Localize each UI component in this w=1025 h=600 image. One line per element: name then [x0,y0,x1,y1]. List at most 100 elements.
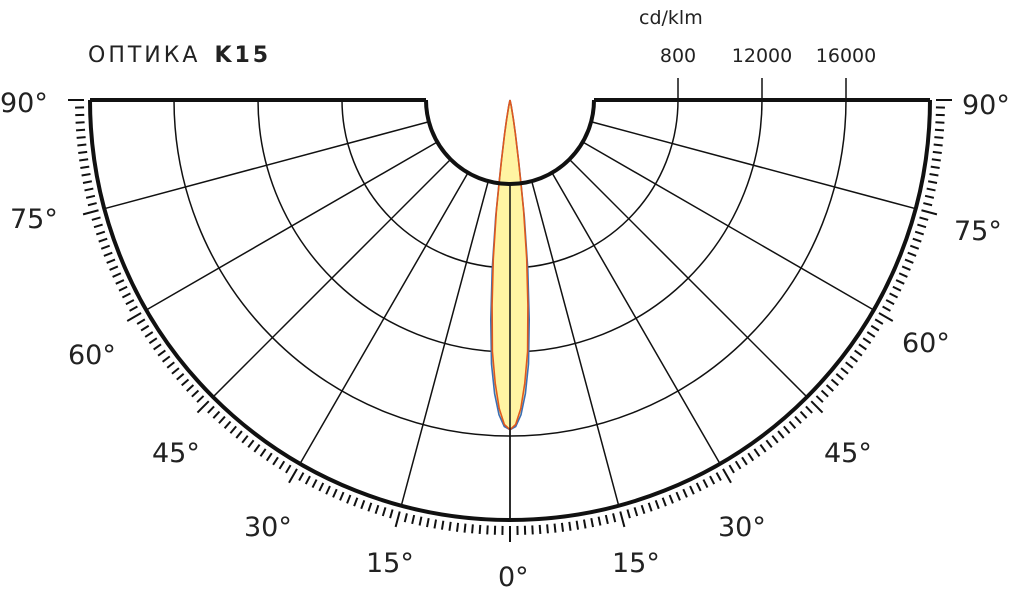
scale-tick [849,355,859,363]
scale-tick [87,202,97,207]
grid-spoke [568,158,808,398]
scale-tick [79,158,89,162]
scale-tick [675,491,681,501]
scale-tick [695,482,702,492]
scale-tick [448,521,452,531]
scale-tick [381,507,387,517]
scale-tick [394,511,401,528]
scale-tick [161,355,171,363]
scale-tick [389,509,394,519]
angle-label: 90° [0,88,48,119]
scale-tick [885,299,895,306]
scale-tick [930,165,940,170]
scale-tick [553,523,557,533]
scale-tick [304,475,311,485]
scale-tick [734,460,742,470]
scale-tick [85,194,96,199]
scale-tick [919,216,929,221]
grid-spoke [590,121,916,210]
scale-tick [191,389,200,398]
scale-tick [235,430,243,439]
grid-spoke [551,172,721,465]
scale-tick [95,230,106,236]
scale-tick [820,389,829,398]
radial-tick-label: 800 [660,45,696,67]
scale-tick [288,468,298,484]
scale-tick [153,343,162,351]
angle-label: 75° [10,204,58,235]
scale-tick [93,223,103,229]
scale-tick [929,172,939,177]
scale-tick [478,524,482,535]
scale-tick [568,521,572,531]
scale-tick [98,237,108,243]
scale-tick [889,292,899,299]
scale-tick [81,172,91,177]
angle-label: 60° [902,328,950,359]
scale-tick [682,488,688,498]
scale-tick [689,485,695,495]
angle-labels: 90° 75° 60° 45° 30° 15° 15° 30° 45° 60° 75° 90° 0° [0,88,1010,593]
scale-tick [339,491,345,501]
scale-tick [196,395,205,403]
scale-tick [278,460,286,470]
scale-tick [604,514,609,525]
scale-tick [933,143,943,147]
scale-tick [771,435,779,444]
scale-tick [830,378,839,387]
scale-tick [825,384,834,392]
scale-tick [118,285,128,292]
scale-tick [546,524,549,534]
scale-tick [186,384,195,392]
scale-tick [346,494,352,504]
scale-tick [647,502,653,512]
scale-tick [932,150,942,155]
scale-tick [171,367,180,375]
scale-tick [115,279,125,285]
grid-spoke [145,141,438,311]
scale-tick [84,187,94,192]
scale-tick [927,180,938,184]
title-text: ОПТИКА [88,43,200,68]
scale-tick [272,456,279,466]
scale-tick [440,520,445,530]
polar-frame [68,98,952,542]
scale-tick [433,519,438,529]
scale-tick [759,444,767,453]
scale-tick [854,349,863,357]
scale-tick [75,128,86,132]
scale-tick [777,430,785,439]
angle-label: 15° [366,548,414,579]
scale-tick [783,425,791,434]
scale-tick [914,230,925,236]
scale-tick [931,158,941,162]
scale-tick [794,415,802,424]
scale-tick [463,523,467,533]
scale-tick [455,522,460,532]
grid-spoke [212,158,452,398]
scale-tick [747,452,755,462]
scale-tick [196,400,210,414]
scale-tick [109,265,119,271]
scale-tick [157,349,166,357]
scale-tick [709,475,716,485]
scale-tick [626,509,631,519]
scale-tick [870,324,880,332]
scale-tick [866,331,876,338]
scale-tick [582,519,587,529]
scale-tick [862,337,872,345]
scale-tick [126,312,142,322]
scale-tick [917,223,927,229]
scale-tick [91,216,101,221]
scale-tick [934,128,945,132]
scale-tick [411,514,416,525]
scale-tick [360,499,366,510]
scale-tick [367,502,373,512]
scale-tick [298,472,305,481]
scale-tick [374,504,380,515]
scale-tick [100,244,111,250]
scale-tick [103,251,113,257]
grid-spoke [400,180,489,506]
scale-tick [332,488,338,498]
scale-tick [112,272,122,278]
